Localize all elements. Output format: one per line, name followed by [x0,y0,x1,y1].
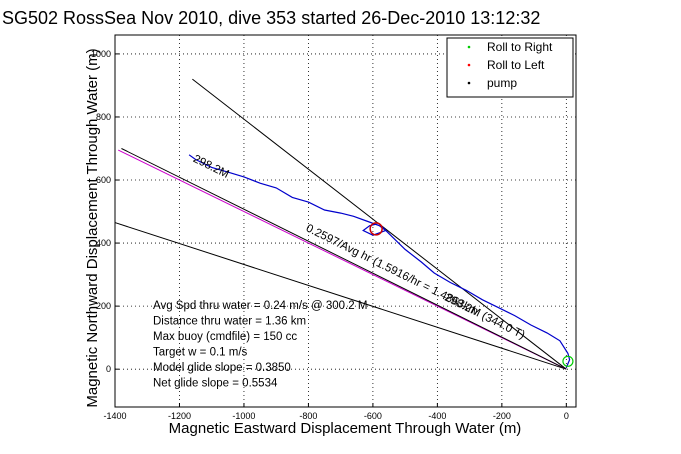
x-tick-label: -1000 [232,411,255,421]
x-tick-label: -1400 [103,411,126,421]
surface-circle-marker [369,222,383,236]
x-tick-label: 0 [564,411,569,421]
x-tick-label: -600 [364,411,382,421]
end-marker [562,355,574,367]
annotation-line: Avg Spd thru water = 0.24 m/s @ 300.2 M [153,300,367,312]
annotation-line: Net glide slope = 0.5534 [153,378,278,390]
guide-line [121,148,567,370]
y-tick-label: 0 [106,364,111,374]
annotation-block: Avg Spd thru water = 0.24 m/s @ 300.2 M D… [153,300,367,390]
legend-swatch-dot [467,63,471,67]
grid [114,35,576,407]
annotation-line: Distance thru water = 1.36 km [153,316,306,328]
x-tick-label: -800 [299,411,317,421]
x-tick-label: -1200 [168,411,191,421]
dive-track-line [188,154,571,368]
y-tick-label: 600 [96,175,111,185]
chart-title: SG502 RossSea Nov 2010, dive 353 started… [2,8,540,28]
legend-label: Roll to Right [487,40,553,54]
guide-line [114,222,567,370]
annotation-line: Target w = 0.1 m/s [153,347,248,359]
x-tick-label: -200 [493,411,511,421]
legend-swatch-dot [467,45,471,49]
legend-box [446,37,574,98]
y-tick-label: 1000 [91,49,111,59]
annotation-line: Model glide slope = 0.3850 [153,362,291,374]
y-tick-label: 800 [96,112,111,122]
legend-label: pump [487,76,517,90]
y-tick-label: 200 [96,301,111,311]
annotation-line: Max buoy (cmdfile) = 150 cc [153,331,297,343]
x-axis-label: Magnetic Eastward Displacement Through W… [169,420,522,437]
legend-label: Roll to Left [487,58,545,72]
legend: Roll to Right Roll to Left pump [446,37,574,98]
y-axis-label: Magnetic Northward Displacement Through … [84,48,101,407]
x-tick-label: -400 [428,411,446,421]
y-tick-label: 400 [96,238,111,248]
ticks: -1400 -1200 -1000 -800 -600 -400 -200 0 0 200 400 6… [91,49,569,421]
legend-swatch-dot [467,81,471,85]
